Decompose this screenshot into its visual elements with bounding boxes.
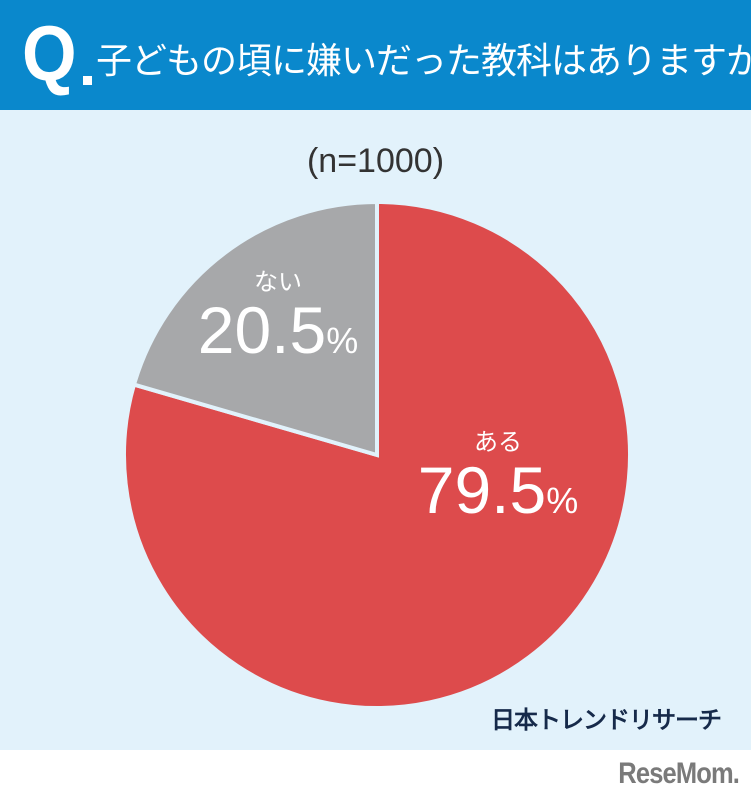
question-header: Q 子どもの頃に嫌いだった教科はありますか？ xyxy=(0,0,751,110)
q-dot xyxy=(83,76,92,85)
slice-name: ない xyxy=(254,268,302,296)
slice-label-nai: ない 20.5% xyxy=(188,262,368,363)
source-credit: 日本トレンドリサーチ xyxy=(491,706,722,734)
slice-unit: % xyxy=(546,480,579,521)
watermark-logo: ReseMom. xyxy=(618,757,740,790)
slice-unit: % xyxy=(326,320,359,361)
sample-size-label: (n=1000) xyxy=(306,142,445,180)
q-mark: Q xyxy=(22,9,77,97)
slice-value: 20.5 xyxy=(197,293,327,367)
question-title: 子どもの頃に嫌いだった教科はありますか？ xyxy=(96,41,751,82)
slice-name: ある xyxy=(474,428,522,456)
slice-label-aru: ある 79.5% xyxy=(408,422,588,523)
pie-slice-nai xyxy=(131,199,379,458)
slice-value: 79.5 xyxy=(417,453,547,527)
